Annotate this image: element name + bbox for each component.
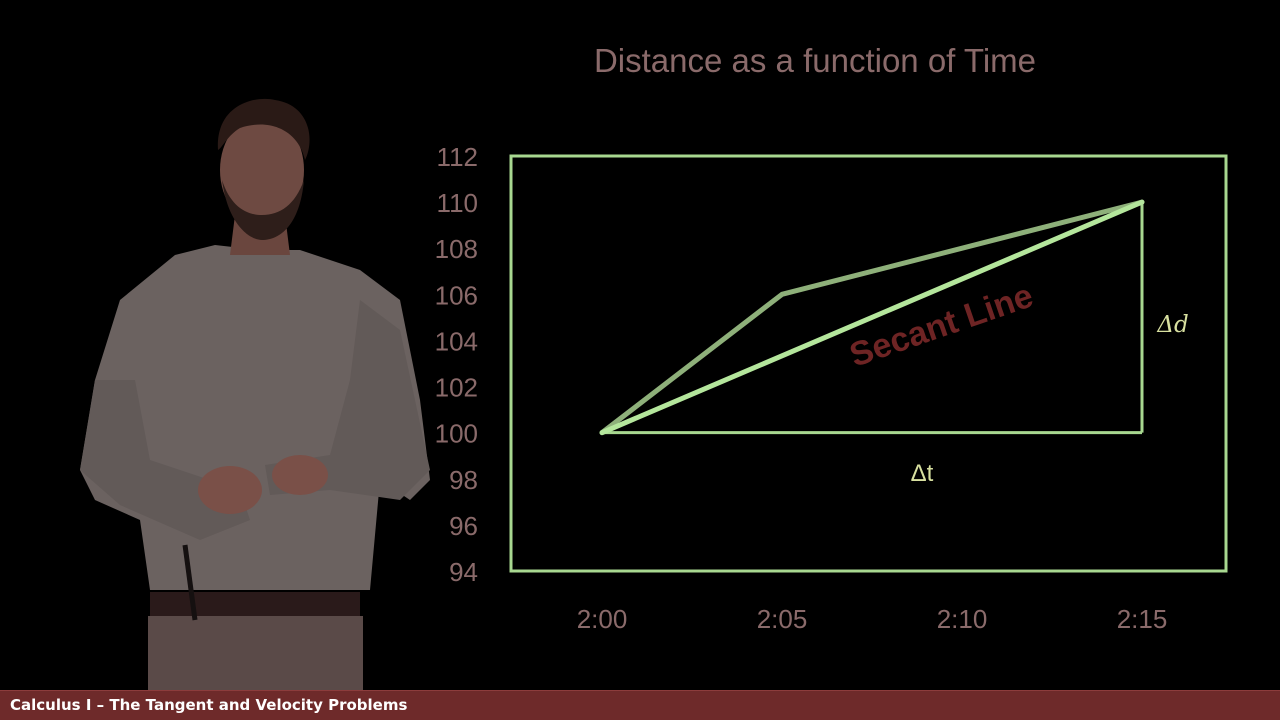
x-tick-label: 2:10 [937,604,988,634]
y-tick-label: 94 [449,557,478,587]
y-tick-label: 98 [449,465,478,495]
y-tick-label: 106 [435,280,478,310]
y-axis-tick-labels: 94 96 98 100 102 104 106 108 110 112 [435,142,478,587]
y-tick-label: 112 [437,142,478,172]
delta-d-label: Δd [1156,312,1188,338]
course-title: Calculus I – The Tangent and Velocity Pr… [10,696,408,714]
x-tick-label: 2:15 [1117,604,1168,634]
x-axis-tick-labels: 2:00 2:05 2:10 2:15 [577,604,1168,634]
chart-title: Distance as a function of Time [594,42,1036,79]
course-footer-bar: Calculus I – The Tangent and Velocity Pr… [0,690,1280,720]
delta-t-label: Δt [911,460,934,487]
presenter-figure [80,98,430,690]
plot-frame [509,154,1228,573]
y-tick-label: 110 [437,188,478,218]
delta-triangle [602,202,1144,435]
secant-line [599,199,1145,436]
y-tick-label: 102 [435,373,478,403]
y-tick-label: 104 [435,326,478,356]
secant-line-label: Secant Line [845,277,1038,375]
distance-curve [599,199,1145,436]
y-tick-label: 96 [449,511,478,541]
x-tick-label: 2:00 [577,604,628,634]
y-tick-label: 100 [435,419,478,449]
data-series [599,199,1145,436]
y-tick-label: 108 [435,234,478,264]
x-tick-label: 2:05 [757,604,808,634]
